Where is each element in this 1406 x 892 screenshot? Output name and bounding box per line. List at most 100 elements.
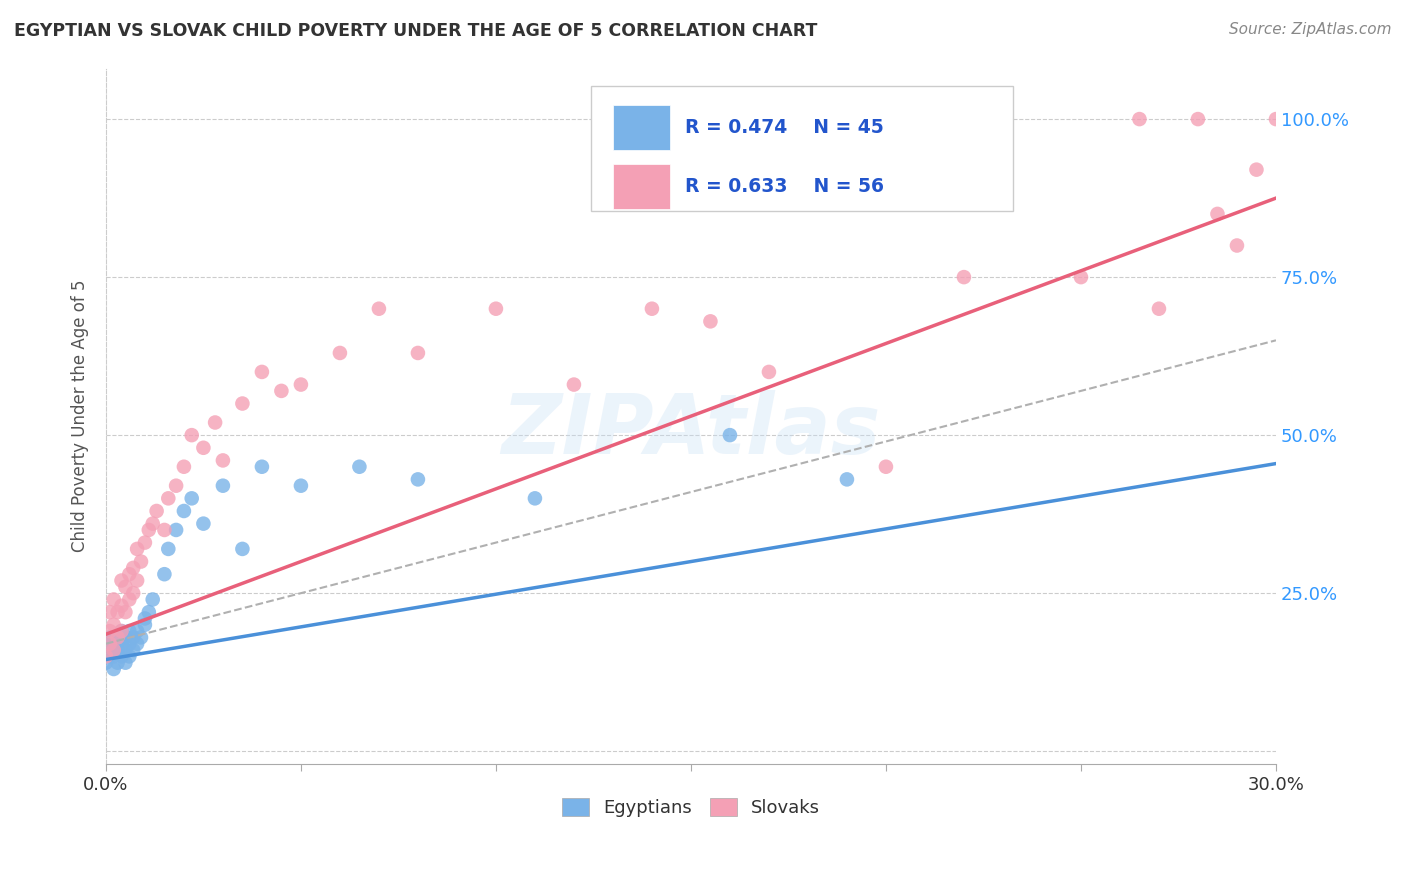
Point	[250, 459, 273, 474]
Point	[103, 643, 125, 657]
Text: ZIPAtlas: ZIPAtlas	[502, 390, 880, 471]
Point	[127, 574, 149, 588]
Point	[349, 459, 371, 474]
Point	[118, 649, 141, 664]
Point	[103, 637, 125, 651]
Point	[953, 270, 976, 285]
Point	[98, 637, 121, 651]
FancyBboxPatch shape	[613, 105, 669, 150]
Point	[173, 504, 195, 518]
Point	[103, 662, 125, 676]
Point	[142, 592, 165, 607]
Point	[153, 567, 176, 582]
Point	[180, 428, 202, 442]
Point	[114, 580, 136, 594]
Point	[231, 396, 253, 410]
Point	[129, 631, 152, 645]
Point	[98, 649, 121, 664]
Point	[153, 523, 176, 537]
FancyBboxPatch shape	[592, 86, 1012, 211]
Point	[165, 479, 187, 493]
Point	[118, 567, 141, 582]
Point	[165, 523, 187, 537]
Text: R = 0.633    N = 56: R = 0.633 N = 56	[685, 178, 884, 196]
Legend: Egyptians, Slovaks: Egyptians, Slovaks	[554, 790, 828, 824]
Point	[193, 441, 215, 455]
Point	[129, 555, 152, 569]
Point	[103, 592, 125, 607]
Point	[1070, 270, 1092, 285]
Point	[110, 624, 132, 638]
Point	[138, 523, 160, 537]
Point	[118, 592, 141, 607]
Point	[110, 649, 132, 664]
Point	[114, 656, 136, 670]
Point	[157, 491, 180, 506]
Point	[122, 561, 145, 575]
Text: R = 0.474    N = 45: R = 0.474 N = 45	[685, 118, 884, 137]
Point	[110, 574, 132, 588]
Point	[718, 428, 741, 442]
Point	[758, 365, 780, 379]
Point	[110, 624, 132, 638]
Point	[875, 459, 897, 474]
Point	[107, 605, 129, 619]
Point	[1226, 238, 1249, 252]
Point	[122, 631, 145, 645]
Point	[98, 605, 121, 619]
Point	[485, 301, 508, 316]
Point	[142, 516, 165, 531]
Point	[103, 631, 125, 645]
Text: Source: ZipAtlas.com: Source: ZipAtlas.com	[1229, 22, 1392, 37]
Point	[250, 365, 273, 379]
Point	[204, 416, 226, 430]
Point	[329, 346, 352, 360]
Point	[94, 649, 117, 664]
Point	[107, 643, 129, 657]
Point	[835, 472, 858, 486]
Point	[134, 611, 156, 625]
Text: EGYPTIAN VS SLOVAK CHILD POVERTY UNDER THE AGE OF 5 CORRELATION CHART: EGYPTIAN VS SLOVAK CHILD POVERTY UNDER T…	[14, 22, 817, 40]
Point	[122, 586, 145, 600]
Point	[212, 453, 235, 467]
Point	[98, 637, 121, 651]
Point	[118, 624, 141, 638]
Point	[699, 314, 721, 328]
Point	[98, 643, 121, 657]
Point	[1265, 112, 1288, 127]
Point	[1187, 112, 1209, 127]
Point	[103, 649, 125, 664]
Point	[114, 605, 136, 619]
Point	[98, 631, 121, 645]
Point	[114, 643, 136, 657]
Point	[134, 535, 156, 549]
Point	[157, 541, 180, 556]
Point	[1246, 162, 1268, 177]
Point	[193, 516, 215, 531]
Point	[127, 541, 149, 556]
Point	[641, 301, 664, 316]
Point	[406, 472, 429, 486]
Point	[1147, 301, 1170, 316]
Point	[523, 491, 546, 506]
Point	[406, 346, 429, 360]
Point	[127, 624, 149, 638]
Point	[797, 112, 820, 127]
FancyBboxPatch shape	[613, 164, 669, 209]
Point	[290, 479, 312, 493]
Point	[138, 605, 160, 619]
Point	[127, 637, 149, 651]
Point	[134, 617, 156, 632]
Point	[212, 479, 235, 493]
Point	[107, 631, 129, 645]
Point	[231, 541, 253, 556]
Point	[290, 377, 312, 392]
Point	[1206, 207, 1229, 221]
Point	[107, 656, 129, 670]
Point	[145, 504, 167, 518]
Point	[118, 637, 141, 651]
Point	[110, 637, 132, 651]
Point	[94, 656, 117, 670]
Point	[98, 624, 121, 638]
Point	[103, 617, 125, 632]
